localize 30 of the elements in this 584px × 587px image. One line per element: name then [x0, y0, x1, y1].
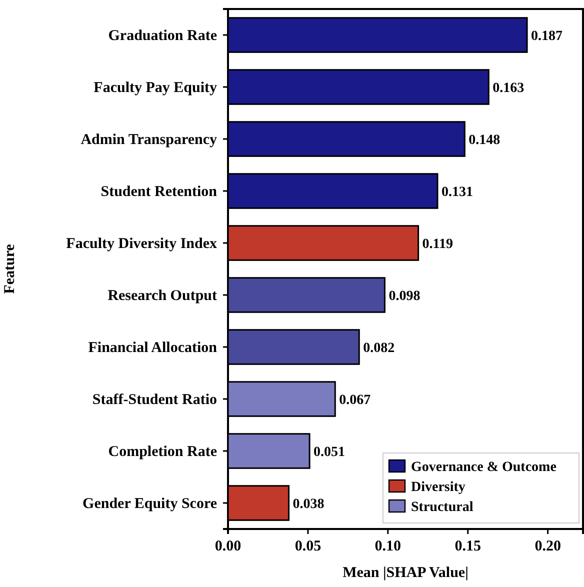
legend-label: Diversity — [411, 480, 466, 495]
legend-label: Governance & Outcome — [411, 460, 556, 475]
y-tick-label: Research Output — [108, 288, 217, 304]
x-tick-label: 0.00 — [214, 538, 242, 555]
data-label: 0.163 — [492, 80, 524, 96]
data-label: 0.119 — [422, 236, 454, 252]
y-axis-title: Feature — [2, 244, 18, 294]
data-label: 0.098 — [388, 288, 420, 304]
y-tick-label: Gender Equity Score — [82, 496, 218, 512]
data-label: 0.148 — [468, 132, 500, 148]
y-tick-label: Student Retention — [100, 184, 218, 200]
data-label: 0.082 — [363, 340, 395, 356]
x-axis-title: Mean |SHAP Value| — [342, 565, 468, 581]
legend-label: Structural — [411, 500, 474, 515]
y-tick-label: Staff-Student Ratio — [92, 392, 217, 408]
data-label: 0.051 — [314, 444, 346, 460]
y-tick-label: Faculty Diversity Index — [66, 236, 218, 252]
y-tick-label: Graduation Rate — [108, 28, 218, 44]
data-label: 0.131 — [441, 184, 473, 200]
x-tick-label: 0.05 — [294, 538, 322, 555]
y-tick-label: Faculty Pay Equity — [94, 80, 218, 96]
x-tick-label: 0.10 — [374, 538, 402, 555]
y-tick-label: Completion Rate — [108, 444, 218, 460]
x-tick-label: 0.15 — [454, 538, 481, 555]
y-tick-label: Admin Transparency — [80, 132, 218, 148]
data-label: 0.067 — [339, 392, 371, 408]
x-tick-label: 0.20 — [534, 538, 561, 555]
y-tick-label: Financial Allocation — [88, 340, 218, 356]
data-label: 0.187 — [531, 28, 563, 44]
data-label: 0.038 — [292, 496, 324, 512]
